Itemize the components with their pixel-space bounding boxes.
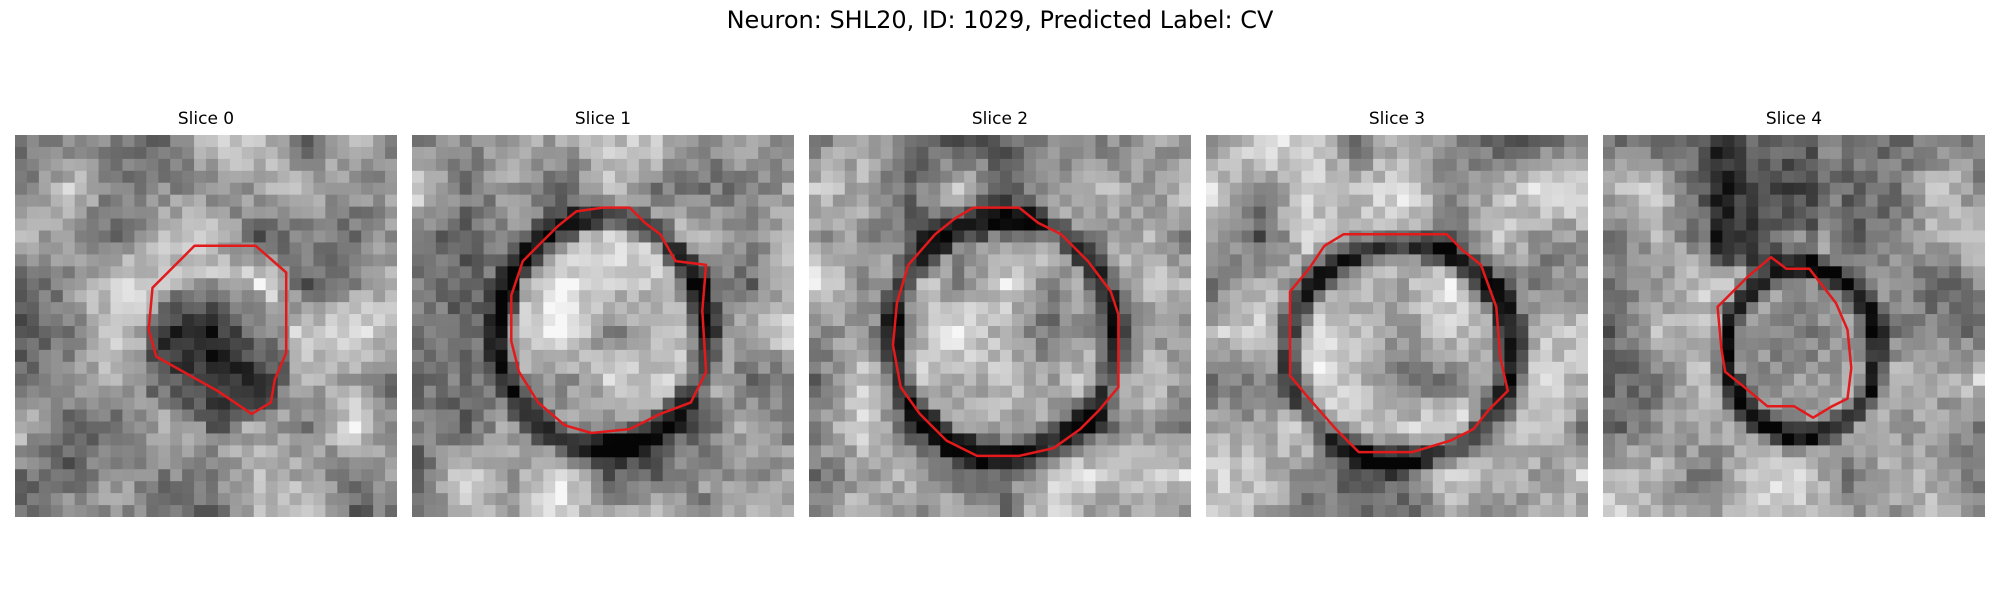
slice-title: Slice 4 xyxy=(1765,109,1823,129)
segmentation-contour xyxy=(891,206,1120,458)
slice-image xyxy=(1206,135,1588,517)
pixel-grid xyxy=(412,135,794,517)
segmentation-contour xyxy=(147,244,288,416)
slice-image xyxy=(1603,135,1985,517)
segmentation-contour xyxy=(510,206,708,435)
slice-title: Slice 0 xyxy=(177,109,235,129)
slice-image xyxy=(809,135,1191,517)
slice-image xyxy=(15,135,397,517)
pixel-grid xyxy=(15,135,397,517)
slice-panel-1: Slice 1 xyxy=(412,108,794,517)
figure-title: Neuron: SHL20, ID: 1029, Predicted Label… xyxy=(726,6,1274,34)
segmentation-contour xyxy=(1288,233,1510,454)
microscopy-image xyxy=(15,135,397,517)
microscopy-image xyxy=(1206,135,1588,517)
segmentation-contour xyxy=(1716,255,1853,419)
pixel-grid xyxy=(1603,135,1985,517)
pixel-grid xyxy=(809,135,1191,517)
slice-panel-0: Slice 0 xyxy=(15,108,397,517)
microscopy-image xyxy=(809,135,1191,517)
slice-title: Slice 3 xyxy=(1368,109,1426,129)
slice-panel-4: Slice 4 xyxy=(1603,108,1985,517)
microscopy-image xyxy=(1603,135,1985,517)
microscopy-image xyxy=(412,135,794,517)
slice-panel-2: Slice 2 xyxy=(809,108,1191,517)
slice-panel-3: Slice 3 xyxy=(1206,108,1588,517)
slice-title: Slice 1 xyxy=(574,109,632,129)
pixel-grid xyxy=(1206,135,1588,517)
slice-title: Slice 2 xyxy=(971,109,1029,129)
slice-image xyxy=(412,135,794,517)
